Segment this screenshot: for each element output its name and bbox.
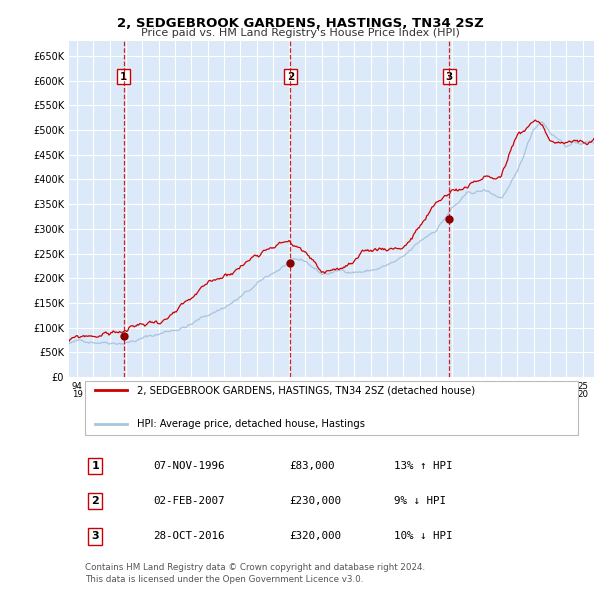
Text: 3: 3 <box>91 532 99 542</box>
Text: 9% ↓ HPI: 9% ↓ HPI <box>395 496 446 506</box>
Text: 13% ↑ HPI: 13% ↑ HPI <box>395 461 453 471</box>
Text: 02-FEB-2007: 02-FEB-2007 <box>153 496 224 506</box>
Text: £320,000: £320,000 <box>290 532 341 542</box>
Text: 1: 1 <box>120 71 127 81</box>
Text: 3: 3 <box>446 71 453 81</box>
Text: Price paid vs. HM Land Registry's House Price Index (HPI): Price paid vs. HM Land Registry's House … <box>140 28 460 38</box>
Text: £83,000: £83,000 <box>290 461 335 471</box>
Text: 28-OCT-2016: 28-OCT-2016 <box>153 532 224 542</box>
Text: 10% ↓ HPI: 10% ↓ HPI <box>395 532 453 542</box>
Text: £230,000: £230,000 <box>290 496 341 506</box>
FancyBboxPatch shape <box>85 381 578 435</box>
Text: 2, SEDGEBROOK GARDENS, HASTINGS, TN34 2SZ (detached house): 2, SEDGEBROOK GARDENS, HASTINGS, TN34 2S… <box>137 385 475 395</box>
Text: 2, SEDGEBROOK GARDENS, HASTINGS, TN34 2SZ: 2, SEDGEBROOK GARDENS, HASTINGS, TN34 2S… <box>116 17 484 30</box>
Text: Contains HM Land Registry data © Crown copyright and database right 2024.
This d: Contains HM Land Registry data © Crown c… <box>85 563 425 584</box>
Text: HPI: Average price, detached house, Hastings: HPI: Average price, detached house, Hast… <box>137 418 365 428</box>
Text: 2: 2 <box>287 71 294 81</box>
Text: 2: 2 <box>91 496 99 506</box>
Text: 07-NOV-1996: 07-NOV-1996 <box>153 461 224 471</box>
Text: 1: 1 <box>91 461 99 471</box>
